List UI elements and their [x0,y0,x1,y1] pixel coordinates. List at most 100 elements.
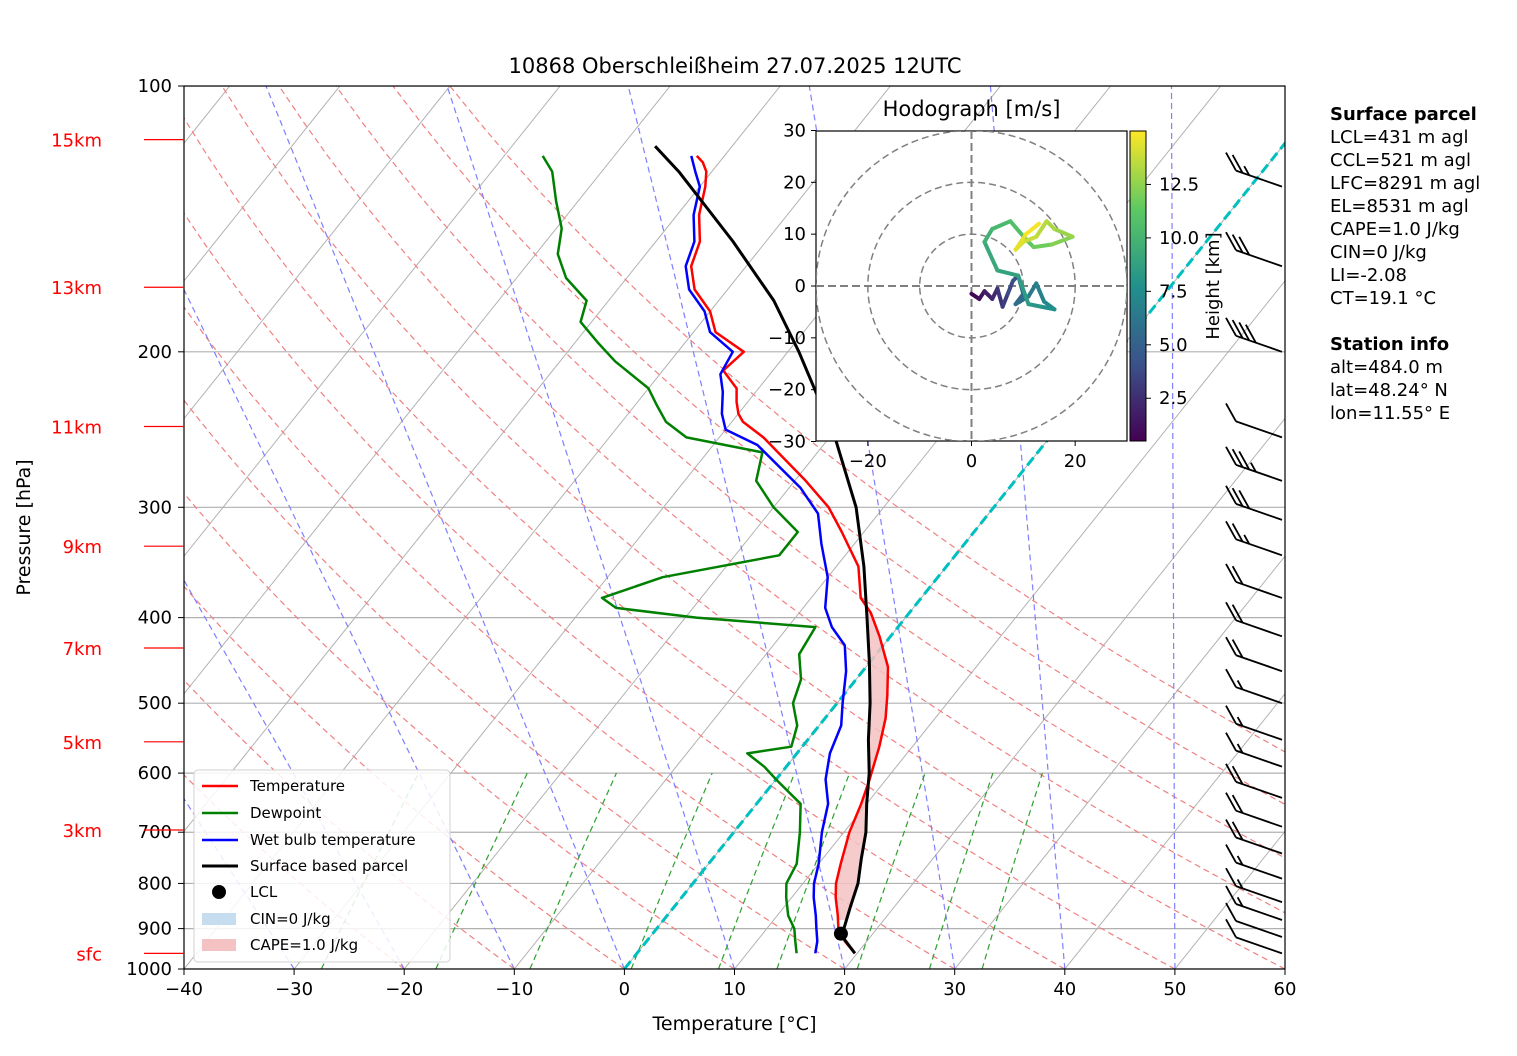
dry-adiabat-line [184,306,956,969]
wind-barb-flag [1238,490,1251,509]
wind-barb [1225,705,1283,741]
colorbar-tick-label: 7.5 [1159,281,1188,302]
mixing-ratio-line [717,772,796,969]
height-tick-label: sfc [76,944,102,965]
wetbulb-line [684,155,848,954]
isotherm-line [954,555,1285,969]
dewpoint-line [541,155,817,954]
height-tick-label: 13km [51,278,102,299]
legend-box [193,769,451,963]
height-tick-label: 11km [51,417,102,438]
wind-barb-staff [1235,920,1283,938]
colorbar-tick-label: 2.5 [1159,388,1188,409]
hodograph-plot [816,131,1127,441]
isotherm-line [0,86,10,969]
hodograph-y-tick-label: −10 [768,328,806,349]
wind-barb-flag [1225,763,1237,783]
wind-barb-half-flag [1243,165,1251,176]
y-tick-label: 400 [138,608,172,629]
hodograph-trace-segment [1049,234,1075,247]
surface-parcel-line: LFC=8291 m agl [1330,173,1481,194]
dry-adiabat-line [184,492,735,969]
y-tick-label: 700 [138,822,172,843]
hodograph-trace-segment [1005,278,1015,296]
wind-barb-flag [1225,918,1237,938]
wind-barb [1225,885,1283,921]
wind-barb-flag [1225,819,1237,838]
wind-barb-staff [1235,686,1283,705]
wind-barb-flag [1231,319,1244,339]
wind-barb [1225,867,1283,903]
height-tick-label: 9km [63,537,102,558]
hodograph-y-tick-label: 20 [783,172,806,193]
wind-barb-flag [1231,821,1244,841]
wind-barb-half-flag [1236,680,1244,690]
legend-label: Wet bulb temperature [250,831,416,849]
wind-barb-flag [1225,520,1237,540]
moist-adiabat-line [627,86,846,969]
hodograph-trace-segment [982,226,995,244]
dry-adiabat-line [449,86,1285,753]
y-tick-label: 300 [138,497,172,518]
wind-barb-staff [1235,936,1283,955]
temperature-line [689,155,890,955]
wind-barb-staff [1235,781,1283,799]
y-tick-label: 800 [138,873,172,894]
surface-parcel-line: CCL=521 m agl [1330,150,1472,171]
wind-barb [1225,152,1283,188]
wind-barb-flag [1225,636,1237,656]
isotherm-line [844,417,1285,969]
moist-adiabat-line [184,288,515,969]
wind-barb-staff [1235,249,1283,268]
wind-barb-flag [1225,601,1237,621]
legend-label: Dewpoint [250,804,321,822]
hodograph-x-tick-label: 20 [1064,451,1087,472]
surface-parcel-title: Surface parcel [1330,104,1477,125]
surface-parcel-line: LI=-2.08 [1330,265,1407,286]
dry-adiabat-line [184,116,1176,969]
wind-barb-flag [1225,902,1237,922]
dry-adiabat-line [221,86,1285,969]
wind-barb-staff [1235,503,1283,521]
y-tick-label: 100 [138,76,172,97]
wind-barb [1225,668,1283,705]
x-tick-label: −30 [275,979,313,1000]
wind-barb-flag [1225,732,1237,752]
height-tick-label: 5km [63,733,102,754]
hodograph-trace-segment [1026,302,1044,309]
wind-barb-flag [1225,867,1237,887]
wind-barb-staff [1235,581,1283,599]
hodograph-trace-segment [995,268,1021,278]
wind-barb-half-flag [1236,743,1244,754]
height-tick-label: 3km [63,821,102,842]
wind-barb-flag [1225,844,1237,864]
wind-barb-staff [1235,334,1283,353]
wind-barb-staff [1235,463,1283,482]
mixing-ratio-line [630,772,713,969]
wind-barb [1225,446,1283,482]
dry-adiabat-line [278,86,1285,914]
wind-barb [1225,792,1283,828]
station-info-line: lon=11.55° E [1330,403,1451,424]
isotherm-line [734,280,1285,969]
colorbar-label: Height [km] [1203,232,1224,339]
hodograph-trace-segment [1026,281,1039,299]
info-panel: Surface parcel LCL=431 m agl CCL=521 m ag… [1330,103,1480,425]
surface-parcel-line: CIN=0 J/kg [1330,242,1427,263]
x-tick-label: 20 [833,979,856,1000]
hodograph-y-tick-label: −20 [768,380,806,401]
wind-barb-staff [1235,169,1283,188]
wind-barb-flag [1225,317,1237,337]
legend-label: LCL [250,883,278,901]
wind-barb-flag [1231,565,1244,585]
wind-barb-flag [1225,563,1237,583]
hodograph-x-tick-label: −20 [849,451,887,472]
x-tick-label: 60 [1274,979,1297,1000]
moist-adiabat-line [265,86,625,969]
wind-barb-flag [1231,604,1244,624]
hodograph-trace-segment [982,239,1000,273]
wind-barb-flag [1225,668,1237,688]
wind-barb-staff [1235,538,1283,557]
hodograph-trace-segment [990,219,1013,231]
legend-label: CAPE=1.0 J/kg [250,936,358,954]
